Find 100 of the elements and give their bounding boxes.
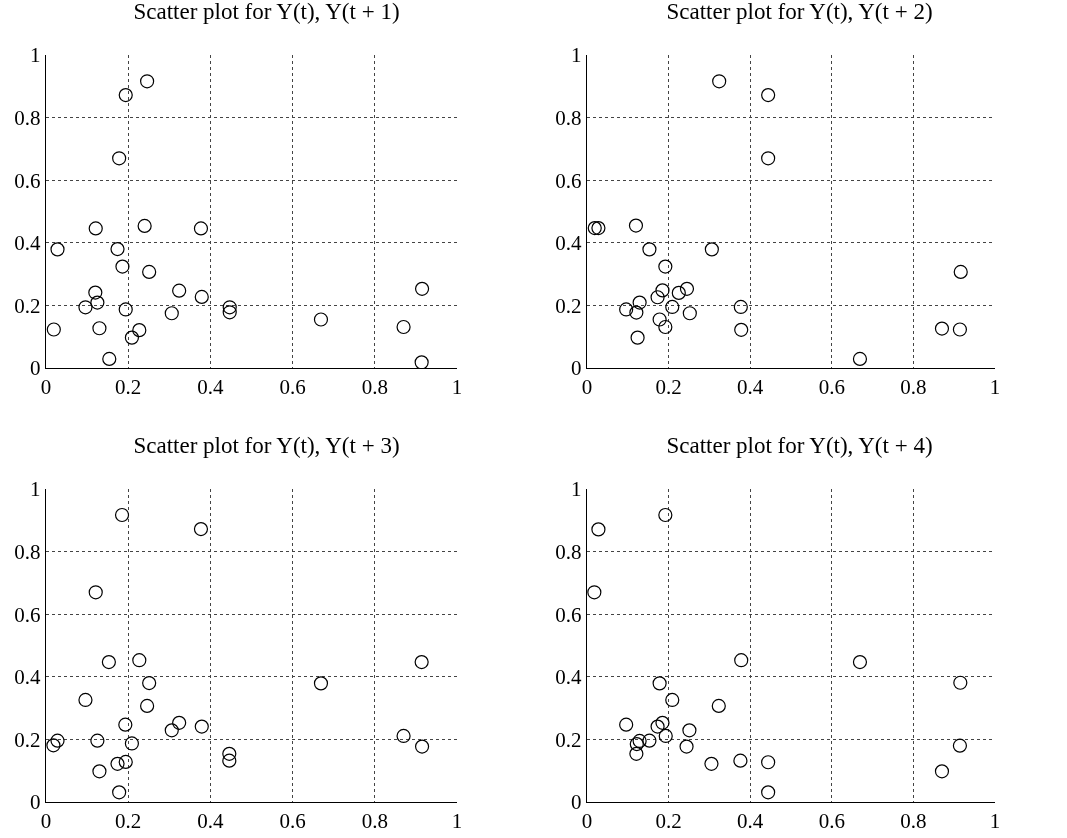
- point: [164, 306, 179, 321]
- point: [193, 521, 209, 537]
- point: [140, 74, 155, 89]
- y-tick-label: 0.8: [14, 105, 41, 130]
- point: [642, 242, 657, 257]
- point: [222, 305, 237, 320]
- y-tick-label: 0.6: [555, 602, 582, 627]
- point: [142, 675, 157, 691]
- y-tick-label: 0.6: [14, 168, 41, 193]
- y-tick-label: 0.6: [555, 168, 582, 193]
- point: [172, 715, 187, 730]
- point: [658, 507, 673, 523]
- point: [140, 698, 155, 713]
- point: [761, 755, 776, 770]
- point: [114, 507, 130, 523]
- y-tick-label: 0.4: [14, 231, 42, 256]
- point: [761, 785, 776, 800]
- point: [164, 723, 179, 738]
- x-tick-label: 1: [451, 375, 463, 400]
- point: [118, 754, 133, 770]
- y-tick-label: 0.4: [555, 665, 583, 690]
- point: [629, 737, 644, 752]
- point: [629, 746, 644, 761]
- y-tick-label: 0.8: [555, 105, 582, 130]
- point: [110, 756, 125, 771]
- point: [414, 281, 430, 296]
- point: [665, 692, 680, 708]
- point: [679, 739, 694, 754]
- point: [222, 746, 237, 761]
- point: [194, 719, 209, 734]
- y-tick-label: 0.6: [14, 602, 41, 627]
- point: [733, 299, 748, 315]
- point: [665, 299, 680, 315]
- point: [953, 675, 968, 690]
- y-tick-label: 0.4: [555, 231, 583, 256]
- point: [671, 285, 686, 300]
- point: [734, 653, 749, 668]
- point: [115, 259, 130, 274]
- point: [46, 738, 61, 753]
- point: [704, 756, 719, 771]
- point: [313, 676, 329, 691]
- y-tick-label: 1: [30, 43, 41, 68]
- point: [132, 323, 147, 338]
- point: [619, 302, 634, 317]
- x-tick-label: 0.4: [197, 375, 225, 400]
- point: [112, 151, 127, 166]
- point: [591, 220, 606, 236]
- x-tick-label: 0.2: [115, 809, 142, 834]
- point: [118, 87, 133, 103]
- y-tick-label: 0.8: [14, 539, 41, 564]
- x-tick-label: 0.8: [361, 809, 388, 834]
- x-tick-label: 0.4: [197, 809, 225, 834]
- point: [110, 241, 125, 257]
- point: [88, 285, 103, 300]
- point: [628, 218, 644, 233]
- point: [587, 220, 602, 236]
- point: [852, 654, 868, 670]
- y-tick-label: 0: [571, 790, 582, 815]
- point: [112, 785, 127, 800]
- point: [682, 723, 697, 738]
- y-tick-label: 0.2: [555, 293, 582, 318]
- point: [655, 283, 670, 298]
- point: [88, 221, 103, 236]
- x-tick-label: 1: [989, 375, 1001, 400]
- point: [632, 733, 647, 749]
- point: [172, 283, 187, 298]
- y-tick-label: 0.2: [14, 727, 41, 752]
- point: [658, 319, 673, 335]
- point: [222, 753, 237, 768]
- point: [642, 733, 657, 748]
- chart-title: Scatter plot for Y(t), Y(t + 2): [666, 0, 933, 24]
- y-tick-label: 0: [30, 790, 41, 815]
- x-tick-label: 0.6: [818, 809, 845, 834]
- y-tick-label: 0.2: [14, 293, 41, 318]
- chart-title: Scatter plot for Y(t), Y(t + 3): [133, 433, 400, 458]
- point: [704, 242, 719, 257]
- x-tick-label: 0.8: [361, 375, 388, 400]
- point: [313, 312, 329, 327]
- chart-title: Scatter plot for Y(t), Y(t + 4): [666, 433, 933, 458]
- chart-title: Scatter plot for Y(t), Y(t + 1): [133, 0, 400, 24]
- x-tick-label: 1: [451, 809, 463, 834]
- point: [78, 692, 93, 708]
- y-tick-label: 0: [30, 356, 41, 381]
- point: [934, 321, 950, 336]
- x-tick-label: 0.6: [279, 375, 306, 400]
- point: [655, 715, 670, 730]
- point: [78, 300, 93, 315]
- point: [934, 764, 950, 779]
- point: [132, 653, 147, 668]
- point: [414, 654, 429, 670]
- point: [652, 676, 667, 691]
- point: [124, 330, 139, 345]
- point: [652, 312, 667, 327]
- x-tick-label: 0.4: [737, 375, 764, 400]
- point: [682, 306, 697, 321]
- x-tick-label: 0.2: [655, 809, 682, 834]
- point: [761, 87, 776, 103]
- point: [852, 351, 868, 367]
- x-tick-label: 1: [989, 809, 1001, 834]
- point: [733, 753, 748, 768]
